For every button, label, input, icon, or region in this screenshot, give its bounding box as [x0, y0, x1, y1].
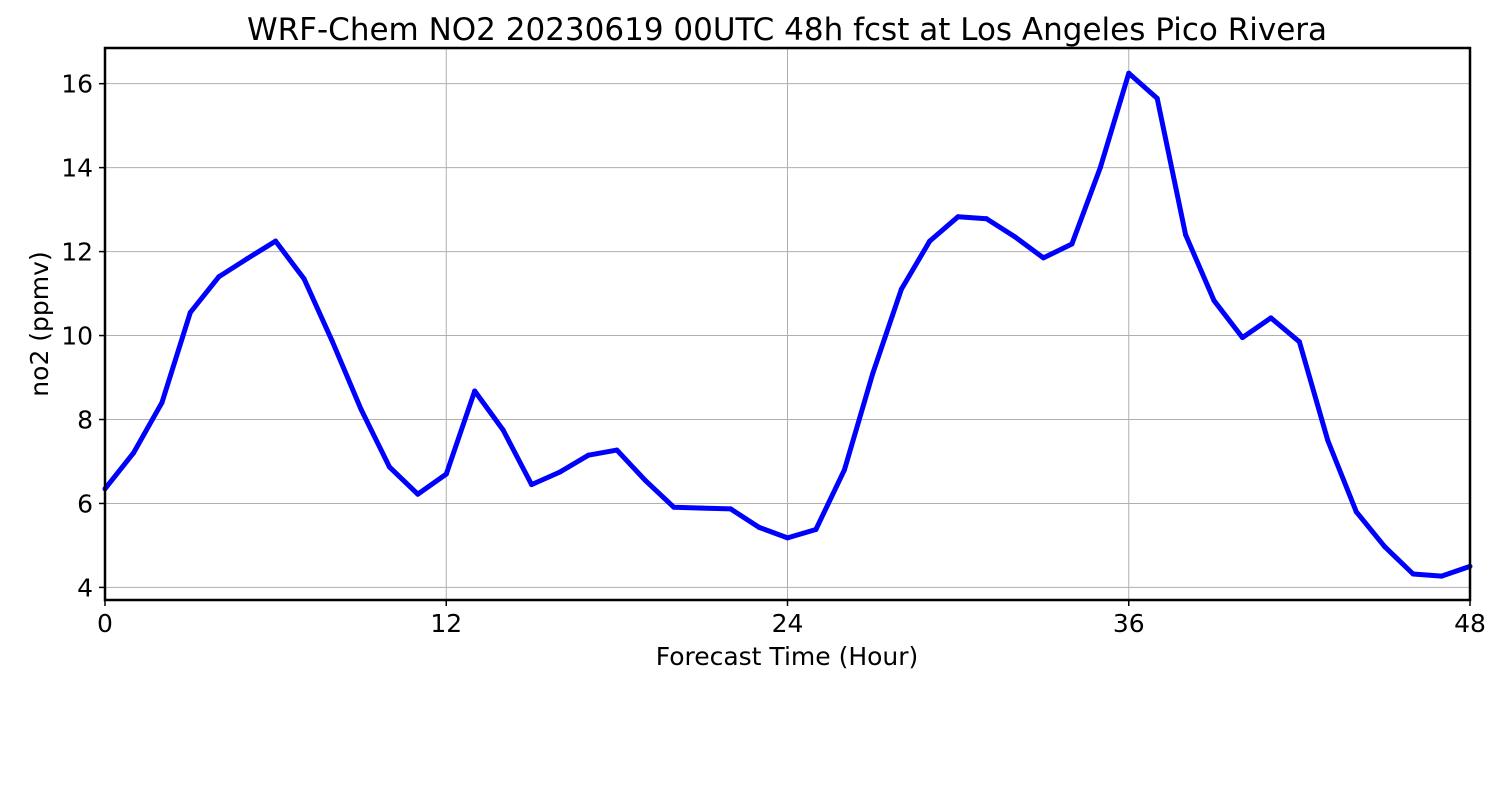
no2-data-point	[244, 256, 250, 262]
no2-data-point	[585, 452, 591, 458]
no2-data-point	[159, 400, 165, 406]
no2-data-point	[273, 238, 279, 244]
no2-data-point	[443, 471, 449, 477]
no2-data-point	[386, 464, 392, 470]
no2-data-point	[671, 504, 677, 510]
no2-data-point	[813, 527, 819, 532]
no2-data-point	[301, 276, 307, 282]
no2-data-point	[1240, 335, 1245, 341]
y-tick-label: 8	[77, 405, 93, 434]
y-tick-label: 16	[61, 70, 93, 99]
no2-data-point	[216, 274, 222, 280]
x-tick-label: 12	[430, 609, 462, 638]
axis-ticks: 0 12 24 36 48 4 6 8 10 12 14 16	[61, 70, 1486, 638]
y-tick-label: 12	[61, 238, 93, 267]
no2-data-point	[1069, 241, 1075, 247]
y-tick-label: 10	[61, 322, 93, 351]
no2-data-point	[1040, 255, 1046, 261]
x-tick-label: 48	[1454, 609, 1486, 638]
y-tick-label: 4	[77, 573, 93, 602]
no2-data-point	[415, 491, 421, 497]
no2-data-point	[642, 477, 648, 483]
x-axis-label: Forecast Time (Hour)	[656, 642, 919, 671]
no2-data-point	[1439, 573, 1445, 579]
no2-data-point	[1325, 438, 1331, 443]
no2-data-point	[529, 482, 535, 488]
no2-data-point	[1126, 70, 1132, 76]
x-tick-label: 0	[97, 609, 113, 638]
no2-data-point	[1296, 339, 1302, 345]
no2-data-point	[785, 535, 790, 541]
no2-data-point	[472, 388, 478, 394]
x-tick-label: 24	[772, 609, 804, 638]
no2-data-point	[756, 524, 762, 530]
no2-data-point	[728, 506, 734, 512]
no2-data-point	[1012, 234, 1018, 240]
y-tick-label: 14	[61, 154, 93, 183]
no2-data-point	[1268, 315, 1274, 321]
no2-data-point	[187, 310, 193, 315]
y-tick-label: 6	[77, 489, 93, 518]
series-layer	[102, 70, 1473, 579]
no2-data-point	[955, 214, 961, 220]
x-tick-label: 36	[1113, 609, 1145, 638]
no2-data-point	[1410, 571, 1416, 577]
no2-data-point	[1183, 232, 1189, 238]
no2-data-point	[927, 238, 933, 244]
no2-data-point	[984, 216, 990, 222]
no2-data-point	[870, 370, 876, 376]
no2-data-point	[330, 339, 335, 345]
no2-data-point	[898, 286, 904, 292]
no2-data-point	[358, 406, 364, 412]
no2-data-point	[1097, 165, 1103, 171]
no2-data-point	[614, 447, 620, 453]
no2-data-point	[557, 469, 563, 475]
y-axis-label: no2 (ppmv)	[25, 251, 54, 396]
no2-data-point	[130, 450, 136, 456]
no2-data-point	[699, 505, 705, 511]
no2-data-point	[1211, 298, 1217, 304]
no2-data-point	[841, 467, 847, 473]
no2-data-point	[1353, 509, 1359, 515]
no2-data-point	[500, 427, 506, 433]
no2-data-point	[1382, 544, 1388, 550]
no2-data-point	[1154, 95, 1160, 101]
chart-title: WRF-Chem NO2 20230619 00UTC 48h fcst at …	[247, 12, 1327, 48]
